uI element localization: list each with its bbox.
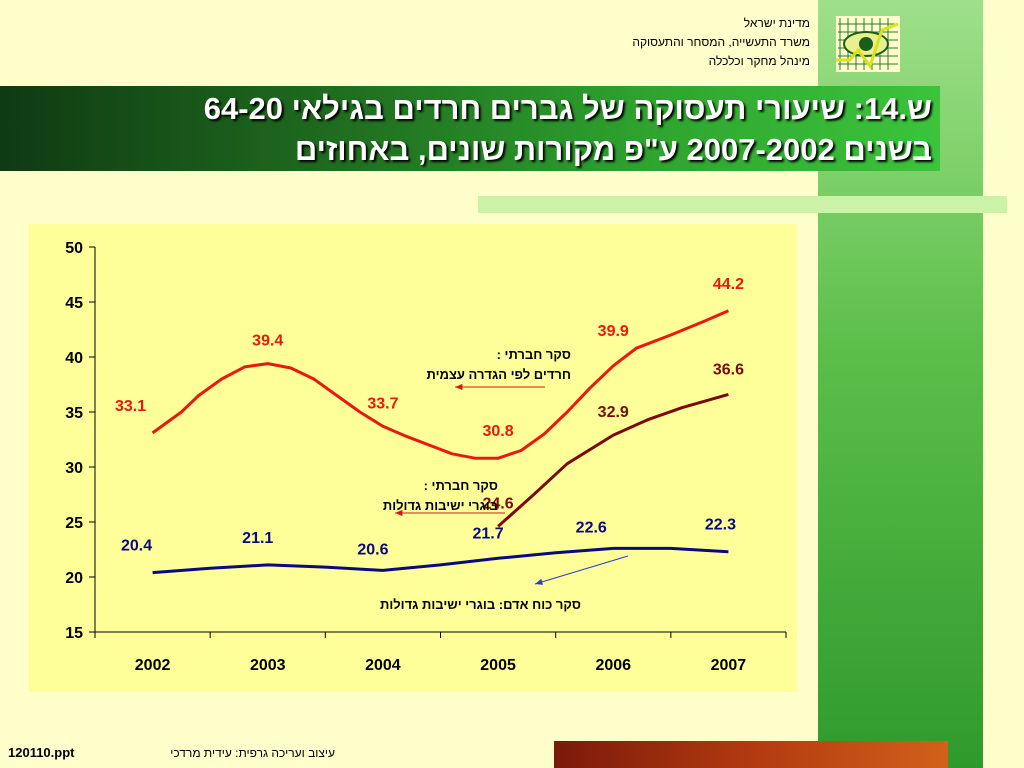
- page-title: ש.14: שיעורי תעסוקה של גברים חרדים בגילא…: [12, 88, 932, 170]
- annotation-text: סקר כוח אדם: בוגרי ישיבות גדולות: [380, 597, 581, 612]
- y-tick-label: 20: [65, 570, 83, 587]
- y-tick-label: 40: [65, 350, 83, 367]
- annotation-text: סקר חברתי :: [497, 347, 571, 362]
- data-label: 21.1: [242, 530, 273, 547]
- x-tick-label: 2005: [480, 657, 516, 674]
- data-label: 32.9: [598, 404, 629, 421]
- data-label: 20.6: [357, 541, 388, 558]
- footer-filename: 120110.ppt: [8, 745, 75, 760]
- y-tick-label: 30: [65, 460, 83, 477]
- series-line-2: [152, 546, 729, 575]
- series-line-0: [151, 309, 729, 460]
- ministry-line-ministry: משרד התעשייה, המסחר והתעסוקה: [632, 35, 810, 49]
- decorative-light-bar: [478, 196, 1007, 213]
- decorative-bottom-bar: [554, 741, 948, 768]
- annotation-arrowhead: [395, 509, 403, 517]
- data-label: 22.3: [705, 517, 736, 534]
- x-tick-label: 2002: [135, 657, 171, 674]
- ministry-line-division: מינהל מחקר וכלכלה: [708, 54, 810, 68]
- annotation-text: חרדים לפי הגדרה עצמית: [427, 367, 571, 382]
- annotation-arrow-line: [534, 555, 629, 585]
- x-tick-label: 2003: [250, 657, 286, 674]
- title-line-1: ש.14: שיעורי תעסוקה של גברים חרדים בגילא…: [203, 91, 932, 126]
- data-label: 30.8: [483, 423, 514, 440]
- annotation-arrowhead: [455, 383, 463, 391]
- chart-area: [29, 224, 797, 692]
- y-tick-label: 50: [65, 240, 83, 257]
- x-tick-label: 2006: [595, 657, 631, 674]
- title-line-2: בשנים 2007-2002 ע"פ מקורות שונים, באחוזי…: [294, 132, 932, 167]
- y-tick-label: 15: [65, 625, 83, 642]
- x-tick-label: 2007: [711, 657, 747, 674]
- ministry-logo-icon: [836, 16, 900, 72]
- annotation-text: סקר חברתי :: [424, 478, 498, 493]
- data-label: 39.4: [252, 333, 283, 350]
- data-label: 44.2: [713, 276, 744, 293]
- data-label: 21.7: [473, 525, 504, 542]
- title-bar: [0, 86, 940, 171]
- series-line-1: [497, 392, 729, 528]
- ministry-header: מדינת ישראל משרד התעשייה, המסחר והתעסוקה…: [510, 14, 810, 71]
- data-label: 20.4: [121, 538, 152, 555]
- data-label: 33.7: [367, 395, 398, 412]
- annotation-arrowhead: [535, 578, 543, 585]
- y-tick-label: 45: [65, 295, 83, 312]
- data-label: 39.9: [598, 323, 629, 340]
- data-label: 24.6: [483, 495, 514, 512]
- x-tick-label: 2004: [365, 657, 401, 674]
- data-label: 36.6: [713, 361, 744, 378]
- y-tick-label: 25: [65, 515, 83, 532]
- footer-credit: עיצוב ועריכה גרפית: עידית מרדכי: [170, 746, 335, 760]
- y-tick-label: 35: [65, 405, 83, 422]
- ministry-line-state: מדינת ישראל: [743, 16, 810, 30]
- data-label: 22.6: [576, 519, 607, 536]
- data-label: 33.1: [115, 398, 146, 415]
- annotation-text: בוגרי ישיבות גדולות: [383, 498, 498, 513]
